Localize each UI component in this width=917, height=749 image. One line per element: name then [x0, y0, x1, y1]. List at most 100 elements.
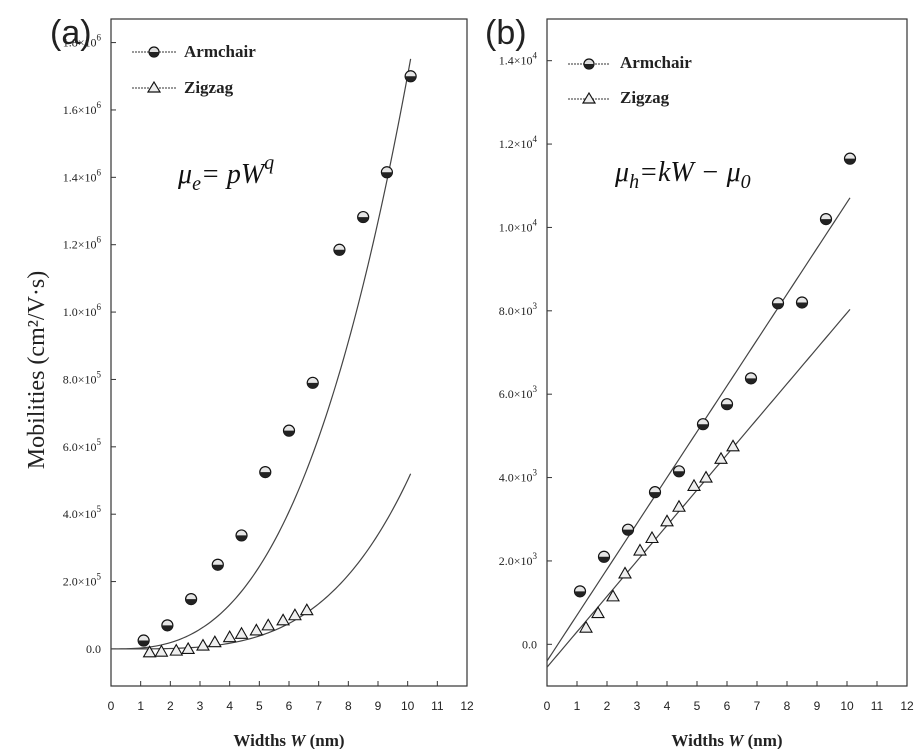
zigzag-data-point [142, 645, 157, 658]
panel-b-plot-frame [546, 18, 908, 687]
legend-armchair-label: Armchair [184, 42, 256, 61]
panel-b-x-ticks: 0 1 2 3 4 5 6 7 8 9 10 11 12 [544, 681, 914, 713]
x-tick-label: 12 [460, 699, 474, 713]
panel-b-chart: (b) Widths W (nm) μh=kW − μ0 Armchair Zi… [485, 14, 914, 749]
panel-a-formula: μe= pWq [177, 152, 274, 195]
zigzag-data-point [196, 638, 210, 651]
panel-a-x-ticks: 0 1 2 3 4 5 6 7 8 9 10 11 12 [108, 681, 474, 713]
y-tick-label: 1.6×106 [63, 100, 102, 117]
panel-a-fit-curves [111, 58, 412, 650]
y-tick-label: 1.0×106 [63, 302, 102, 319]
panel-b-data-points [573, 152, 857, 633]
zigzag-data-point [154, 644, 169, 657]
svg-text:μe= pWq: μe= pWq [177, 152, 274, 195]
x-tick-label: 5 [256, 699, 263, 713]
armchair-data-point [380, 166, 393, 179]
y-tick-label: 8.0×103 [499, 301, 538, 318]
x-tick-label: 1 [574, 699, 581, 713]
armchair-data-point [648, 486, 662, 499]
legend-armchair-marker-fill [584, 64, 594, 69]
x-tick-label: 11 [871, 699, 884, 713]
armchair-data-point [306, 376, 319, 389]
y-tick-label: 1.8×106 [63, 33, 102, 50]
y-axis-title: Mobilities (cm²/V·s) [24, 271, 50, 470]
panel-b-legend: Armchair Zigzag [568, 53, 692, 107]
panel-a-plot-frame [110, 18, 468, 687]
armchair-data-point [672, 465, 686, 478]
panel-a-y-ticks: 0.0 2.0×105 4.0×105 6.0×105 8.0×105 1.0×106 1.… [63, 33, 116, 656]
zigzag-data-point [606, 589, 620, 602]
panel-b-x-axis-title: Widths W (nm) [671, 731, 782, 749]
zigzag-data-point [261, 618, 276, 631]
x-tick-label: 0 [108, 699, 115, 713]
armchair-data-point [843, 152, 857, 165]
y-tick-label: 0.0 [86, 642, 101, 656]
panel-a-legend: Armchair Zigzag [132, 42, 256, 97]
x-tick-label: 6 [724, 699, 731, 713]
armchair-data-point [211, 558, 224, 571]
x-tick-label: 10 [840, 699, 854, 713]
y-tick-label: 1.0×104 [499, 217, 538, 234]
x-tick-label: 7 [754, 699, 761, 713]
x-tick-label: 2 [167, 699, 174, 713]
x-tick-label: 7 [315, 699, 322, 713]
armchair-data-point [573, 585, 587, 598]
x-tick-label: 3 [634, 699, 641, 713]
zigzag-data-point [699, 470, 713, 483]
zigzag-data-point [299, 603, 314, 616]
zigzag-data-point [181, 641, 196, 654]
x-tick-label: 1 [137, 699, 144, 713]
zigzag-data-point [633, 543, 647, 556]
x-tick-label: 8 [784, 699, 791, 713]
armchair-data-point [137, 634, 150, 647]
armchair-data-point [357, 210, 370, 224]
x-tick-label: 4 [226, 699, 233, 713]
armchair-data-point [235, 529, 248, 542]
panel-a-x-axis-title: Widths W (nm) [233, 731, 344, 749]
y-tick-label: 1.4×106 [63, 167, 102, 184]
legend-zigzag-label: Zigzag [184, 78, 234, 97]
zigzag-data-point [672, 499, 686, 512]
zigzag-data-point [169, 643, 184, 656]
armchair-fit-curve [546, 197, 851, 662]
x-tick-label: 2 [604, 699, 611, 713]
legend-zigzag-marker [581, 91, 597, 104]
armchair-data-point [771, 297, 785, 310]
x-tick-label: 3 [197, 699, 204, 713]
svg-text:μh=kW − μ0: μh=kW − μ0 [614, 157, 751, 193]
x-tick-label: 12 [900, 699, 914, 713]
zigzag-data-point [714, 451, 728, 464]
x-tick-label: 4 [664, 699, 671, 713]
armchair-data-point [795, 296, 809, 309]
zigzag-data-point [660, 514, 674, 527]
armchair-data-point [333, 243, 346, 256]
legend-armchair-label: Armchair [620, 53, 692, 72]
y-tick-label: 8.0×105 [63, 369, 102, 386]
armchair-data-point [819, 213, 833, 226]
panel-b-fit-lines [546, 197, 851, 668]
armchair-data-point [720, 398, 734, 411]
zigzag-data-point [618, 566, 632, 579]
panel-b-y-ticks: 0.0 2.0×103 4.0×103 6.0×103 8.0×103 1.0×104 1.… [499, 51, 552, 651]
panel-a-data-points [137, 70, 417, 658]
zigzag-data-point [207, 635, 222, 648]
armchair-data-point [744, 372, 758, 385]
zigzag-data-point [249, 623, 264, 636]
x-tick-label: 8 [345, 699, 352, 713]
armchair-data-point [621, 523, 635, 536]
y-tick-label: 1.2×104 [499, 134, 538, 151]
zigzag-fit-curve [111, 473, 412, 650]
y-tick-label: 4.0×105 [63, 504, 102, 521]
legend-armchair-marker-fill [149, 52, 159, 57]
armchair-fit-curve [111, 58, 412, 650]
zigzag-data-point [222, 630, 237, 643]
armchair-data-point [404, 70, 417, 83]
y-tick-label: 2.0×103 [499, 551, 538, 568]
x-tick-label: 6 [286, 699, 293, 713]
x-tick-label: 10 [401, 699, 415, 713]
y-tick-label: 0.0 [522, 637, 537, 651]
zigzag-data-point [726, 439, 740, 452]
armchair-data-point [597, 550, 611, 563]
panel-b-formula: μh=kW − μ0 [614, 157, 751, 193]
y-tick-label: 2.0×105 [63, 572, 102, 589]
